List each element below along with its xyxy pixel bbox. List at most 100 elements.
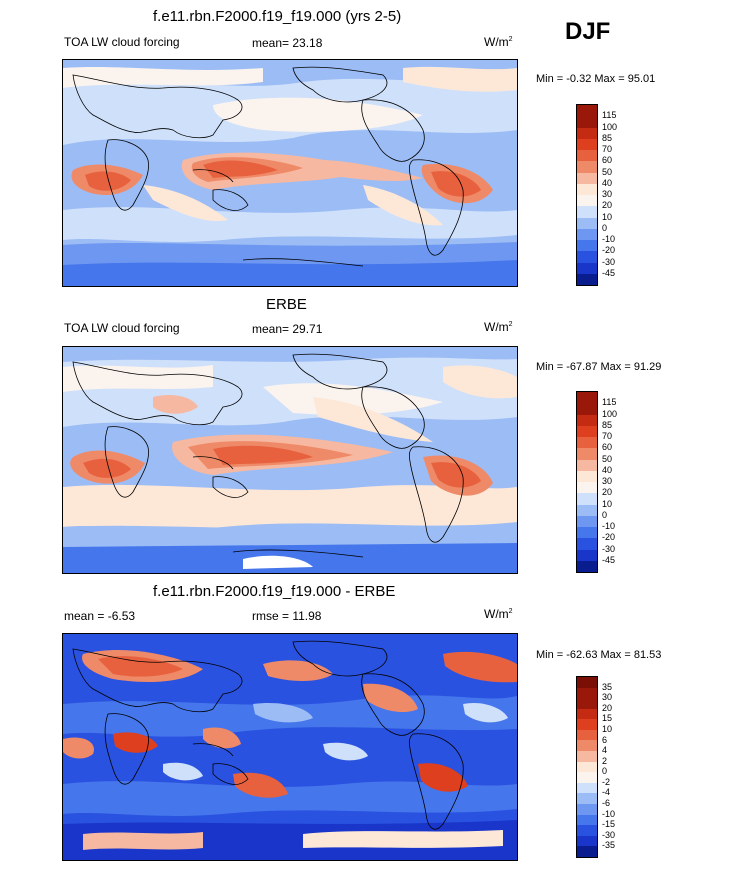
colorbar-tick-label: 20 [602, 200, 613, 211]
colorbar-swatch [577, 677, 597, 688]
colorbar-swatch [577, 105, 597, 117]
colorbar-tick-label: 0 [602, 766, 608, 777]
colorbar-swatch [577, 687, 597, 699]
colorbar-tick-label: -30 [602, 829, 616, 840]
colorbar-tick-label: 50 [602, 453, 613, 464]
colorbar-tick-label: 40 [602, 177, 613, 188]
panel2-colorbar [576, 391, 598, 573]
colorbar-tick-label: -20 [602, 532, 616, 543]
colorbar-swatch [577, 729, 597, 741]
colorbar-tick-label: 85 [602, 132, 613, 143]
colorbar-swatch [577, 504, 597, 516]
colorbar-tick-label: 4 [602, 745, 608, 756]
colorbar-swatch [577, 240, 597, 252]
panel3-units: W/m2 [484, 607, 513, 621]
colorbar-tick-label: 35 [602, 681, 613, 692]
colorbar-tick-label: -20 [602, 245, 616, 256]
colorbar-swatch [577, 772, 597, 783]
colorbar-swatch [577, 425, 597, 437]
colorbar-swatch [577, 515, 597, 527]
colorbar-tick-label: 30 [602, 476, 613, 486]
panel1-colorbar [576, 104, 598, 286]
colorbar-tick-label: 20 [602, 702, 613, 713]
colorbar-swatch [577, 835, 597, 847]
colorbar-tick-label: 40 [602, 464, 613, 475]
colorbar-tick-label: 20 [602, 487, 613, 498]
colorbar-swatch [577, 459, 597, 471]
colorbar-swatch [577, 273, 597, 285]
colorbar-swatch [577, 527, 597, 539]
colorbar-swatch [577, 470, 597, 482]
colorbar-tick-label: 2 [602, 755, 608, 766]
season-label: DJF [565, 18, 611, 45]
colorbar-swatch [577, 538, 597, 550]
panel3-rmse: rmse = 11.98 [252, 609, 322, 623]
colorbar-tick-label: 115 [602, 110, 617, 121]
colorbar-swatch [577, 708, 597, 720]
colorbar-tick-label: 30 [602, 189, 613, 199]
colorbar-tick-label: 100 [602, 408, 618, 419]
panel2-units: W/m2 [484, 320, 513, 334]
colorbar-tick-label: -6 [602, 798, 611, 809]
colorbar-tick-label: 15 [602, 713, 613, 724]
panel2-map [62, 346, 518, 574]
colorbar-swatch [577, 719, 597, 730]
panel1-map [62, 59, 518, 287]
colorbar-swatch [577, 814, 597, 826]
colorbar-tick-label: 50 [602, 166, 613, 177]
colorbar-swatch [577, 172, 597, 184]
colorbar-tick-label: 10 [602, 211, 613, 222]
colorbar-swatch [577, 195, 597, 207]
panel1-field-label: TOA LW cloud forcing [64, 35, 180, 49]
colorbar-tick-label: -10 [602, 521, 616, 531]
panel2-title: ERBE [266, 296, 307, 313]
panel2-mean: mean= 29.71 [252, 322, 323, 336]
colorbar-tick-label: 0 [602, 509, 608, 520]
colorbar-tick-label: -45 [602, 267, 616, 278]
colorbar-swatch [577, 493, 597, 505]
panel3-title: f.e11.rbn.F2000.f19_f19.000 - ERBE [153, 583, 396, 600]
colorbar-tick-label: 115 [602, 397, 617, 408]
colorbar-tick-label: -30 [602, 543, 616, 554]
colorbar-tick-label: 85 [602, 419, 613, 430]
colorbar-swatch [577, 437, 597, 449]
colorbar-swatch [577, 793, 597, 804]
colorbar-swatch [577, 161, 597, 173]
panel3-mean: mean = -6.53 [64, 609, 136, 623]
panel1-title: f.e11.rbn.F2000.f19_f19.000 (yrs 2-5) [153, 8, 402, 25]
colorbar-tick-label: -10 [602, 234, 616, 244]
colorbar-tick-label: 70 [602, 144, 613, 154]
colorbar-swatch [577, 138, 597, 150]
colorbar-swatch [577, 217, 597, 229]
colorbar-swatch [577, 751, 597, 762]
colorbar-swatch [577, 262, 597, 274]
colorbar-swatch [577, 846, 597, 857]
colorbar-tick-label: 60 [602, 155, 613, 166]
colorbar-swatch [577, 228, 597, 240]
colorbar-tick-label: -30 [602, 256, 616, 267]
colorbar-swatch [577, 183, 597, 195]
panel3-colorbar [576, 676, 598, 858]
colorbar-swatch [577, 251, 597, 263]
colorbar-swatch [577, 414, 597, 426]
colorbar-swatch [577, 206, 597, 218]
colorbar-tick-label: -35 [602, 840, 616, 851]
colorbar-swatch [577, 698, 597, 709]
colorbar-swatch [577, 803, 597, 815]
colorbar-swatch [577, 740, 597, 752]
panel3-minmax: Min = -62.63 Max = 81.53 [536, 649, 662, 661]
colorbar-swatch [577, 560, 597, 572]
colorbar-swatch [577, 782, 597, 794]
panel1-units: W/m2 [484, 35, 513, 49]
colorbar-tick-label: -4 [602, 787, 611, 798]
colorbar-swatch [577, 482, 597, 494]
colorbar-swatch [577, 127, 597, 139]
colorbar-tick-label: -10 [602, 808, 616, 819]
colorbar-tick-label: 10 [602, 498, 613, 509]
colorbar-swatch [577, 403, 597, 415]
colorbar-swatch [577, 116, 597, 128]
colorbar-tick-label: 60 [602, 442, 613, 453]
panel1-minmax: Min = -0.32 Max = 95.01 [536, 73, 656, 85]
colorbar-swatch [577, 761, 597, 773]
colorbar-tick-label: 6 [602, 734, 608, 745]
